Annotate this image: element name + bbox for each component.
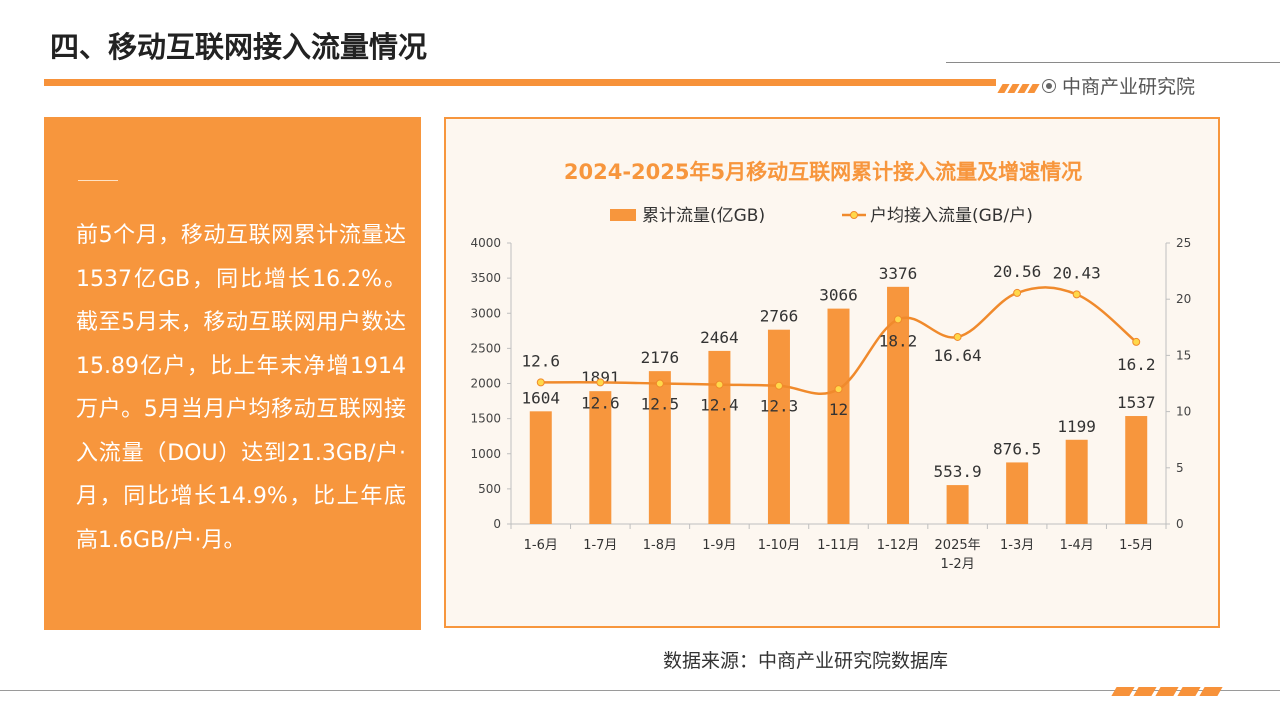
line-value-label: 16.64 <box>934 346 982 365</box>
y-left-tick-label: 2000 <box>470 377 501 391</box>
bar <box>589 391 612 524</box>
brand-logo-icon <box>1042 78 1056 93</box>
bar-value-label: 1604 <box>522 388 561 407</box>
bar-value-label: 3376 <box>879 264 918 283</box>
line-point <box>655 379 664 388</box>
page-title: 四、移动互联网接入流量情况 <box>50 30 428 64</box>
line-value-label: 20.56 <box>993 262 1041 281</box>
panel-dash-decoration <box>78 180 118 181</box>
bar-value-label: 1537 <box>1117 393 1156 412</box>
bar <box>827 308 850 524</box>
x-tick-label: 2025年 <box>935 538 981 553</box>
brand: 中商产业研究院 <box>1042 72 1195 99</box>
y-right-tick-label: 25 <box>1176 236 1191 250</box>
line-point <box>1072 290 1081 299</box>
legend-label-bar: 累计流量(亿GB) <box>642 206 765 226</box>
line-value-label: 12.4 <box>700 396 739 415</box>
bar-value-label: 2766 <box>760 307 799 326</box>
x-tick-label: 1-3月 <box>1000 538 1034 553</box>
bar <box>529 411 552 524</box>
y-left-tick-label: 2500 <box>470 341 501 355</box>
series-line <box>540 286 1138 395</box>
x-tick-label: 1-4月 <box>1060 538 1094 553</box>
bar <box>1065 439 1088 524</box>
footer-stripes-decoration <box>1111 681 1224 700</box>
header-orange-rule <box>44 79 996 86</box>
line-value-label: 16.2 <box>1117 355 1156 374</box>
y-left-tick-label: 4000 <box>470 236 501 250</box>
line-point <box>715 380 724 389</box>
footer-rule <box>0 690 1280 691</box>
summary-panel <box>44 117 421 630</box>
bar <box>648 371 671 524</box>
chart-title: 2024-2025年5月移动互联网累计接入流量及增速情况 <box>564 160 1082 184</box>
x-tick-label: 1-5月 <box>1119 538 1153 553</box>
bar-value-label: 553.9 <box>934 462 982 481</box>
y-left-tick-label: 0 <box>493 517 501 531</box>
line-value-label: 18.2 <box>879 331 918 350</box>
bar-value-label: 1199 <box>1057 417 1096 436</box>
line-point <box>834 385 843 394</box>
header-thin-rule <box>946 62 1280 63</box>
y-left-tick-label: 3000 <box>470 306 501 320</box>
y-left-tick-label: 1500 <box>470 412 501 426</box>
line-value-label: 12.3 <box>760 397 799 416</box>
line-value-label: 12 <box>829 400 848 419</box>
x-tick-label: 1-8月 <box>643 538 677 553</box>
legend-swatch-marker <box>850 211 858 219</box>
line-value-label: 12.5 <box>641 395 680 414</box>
line-point <box>1132 337 1141 346</box>
brand-name: 中商产业研究院 <box>1062 76 1196 98</box>
bar-value-label: 2464 <box>700 328 739 347</box>
y-right-tick-label: 10 <box>1176 405 1191 419</box>
bar-value-label: 3066 <box>819 286 858 305</box>
bar <box>887 286 910 524</box>
y-left-tick-label: 3500 <box>470 271 501 285</box>
bar <box>767 329 790 524</box>
line-point <box>536 378 545 387</box>
line-point <box>894 315 903 324</box>
y-right-tick-label: 0 <box>1176 517 1184 531</box>
line-point <box>1013 288 1022 297</box>
line-value-label: 20.43 <box>1053 263 1101 282</box>
bar <box>1006 462 1029 524</box>
bar-value-label: 876.5 <box>993 439 1041 458</box>
legend-swatch-bar <box>610 209 636 221</box>
x-tick-label: 1-10月 <box>758 538 801 553</box>
x-tick-label: 1-9月 <box>702 538 736 553</box>
legend-label-line: 户均接入流量(GB/户) <box>870 206 1033 226</box>
line-value-label: 12.6 <box>581 393 620 412</box>
x-tick-label: 1-6月 <box>524 538 558 553</box>
bar <box>946 485 969 524</box>
x-tick-label: 1-7月 <box>583 538 617 553</box>
x-tick-label: 1-2月 <box>940 557 974 572</box>
y-right-tick-label: 15 <box>1176 348 1191 362</box>
y-right-tick-label: 5 <box>1176 461 1184 475</box>
bar <box>708 350 731 524</box>
bar <box>1125 416 1148 524</box>
bar-value-label: 2176 <box>641 348 680 367</box>
y-right-tick-label: 20 <box>1176 292 1191 306</box>
x-tick-label: 1-11月 <box>817 538 860 553</box>
x-tick-label: 1-12月 <box>877 538 920 553</box>
line-point <box>953 332 962 341</box>
line-point <box>774 381 783 390</box>
y-left-tick-label: 1000 <box>470 447 501 461</box>
line-value-label: 12.6 <box>522 351 561 370</box>
summary-text: 前5个月，移动互联网累计流量达1537亿GB，同比增长16.2%。截至5月末，移… <box>76 223 406 553</box>
y-left-tick-label: 500 <box>478 482 501 496</box>
data-source: 数据来源：中商产业研究院数据库 <box>663 650 949 672</box>
line-point <box>596 378 605 387</box>
